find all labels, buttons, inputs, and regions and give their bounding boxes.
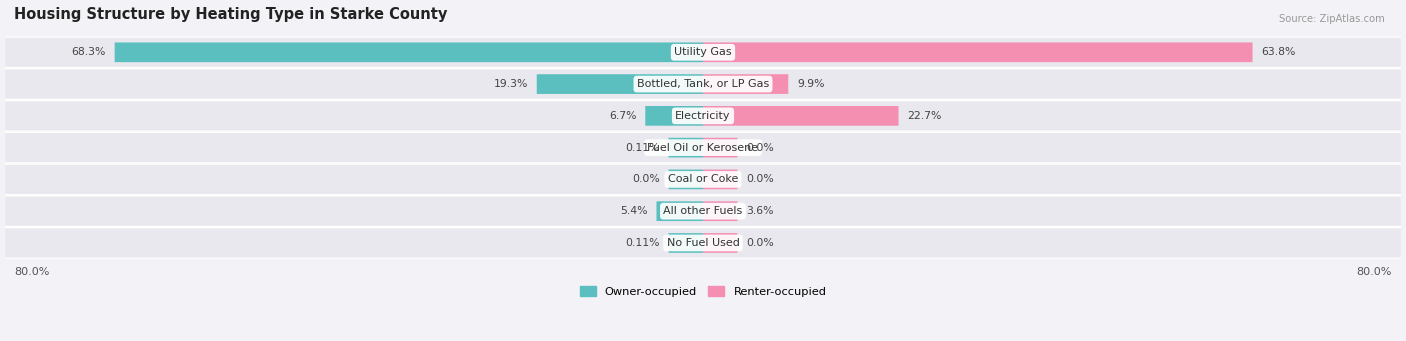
FancyBboxPatch shape: [6, 195, 1400, 227]
FancyBboxPatch shape: [703, 74, 789, 94]
FancyBboxPatch shape: [6, 164, 1400, 195]
FancyBboxPatch shape: [6, 133, 1400, 162]
Text: Electricity: Electricity: [675, 111, 731, 121]
Text: 0.11%: 0.11%: [626, 238, 659, 248]
Text: 3.6%: 3.6%: [747, 206, 773, 216]
Text: Coal or Coke: Coal or Coke: [668, 174, 738, 184]
FancyBboxPatch shape: [703, 42, 1253, 62]
FancyBboxPatch shape: [6, 165, 1400, 194]
FancyBboxPatch shape: [6, 132, 1400, 164]
Legend: Owner-occupied, Renter-occupied: Owner-occupied, Renter-occupied: [575, 282, 831, 302]
Text: 0.0%: 0.0%: [747, 174, 773, 184]
Text: 19.3%: 19.3%: [494, 79, 529, 89]
Text: 0.0%: 0.0%: [747, 143, 773, 153]
Text: 80.0%: 80.0%: [1357, 267, 1392, 277]
Text: All other Fuels: All other Fuels: [664, 206, 742, 216]
Text: Fuel Oil or Kerosene: Fuel Oil or Kerosene: [647, 143, 759, 153]
FancyBboxPatch shape: [6, 196, 1400, 226]
FancyBboxPatch shape: [703, 169, 738, 189]
Text: No Fuel Used: No Fuel Used: [666, 238, 740, 248]
FancyBboxPatch shape: [6, 100, 1400, 132]
FancyBboxPatch shape: [6, 68, 1400, 100]
FancyBboxPatch shape: [6, 70, 1400, 99]
Text: 9.9%: 9.9%: [797, 79, 824, 89]
FancyBboxPatch shape: [6, 36, 1400, 68]
FancyBboxPatch shape: [668, 138, 703, 158]
FancyBboxPatch shape: [115, 42, 703, 62]
FancyBboxPatch shape: [703, 106, 898, 126]
Text: 68.3%: 68.3%: [72, 47, 105, 57]
FancyBboxPatch shape: [668, 169, 703, 189]
FancyBboxPatch shape: [703, 233, 738, 253]
Text: Bottled, Tank, or LP Gas: Bottled, Tank, or LP Gas: [637, 79, 769, 89]
FancyBboxPatch shape: [6, 101, 1400, 131]
FancyBboxPatch shape: [657, 201, 703, 221]
Text: Utility Gas: Utility Gas: [675, 47, 731, 57]
Text: 0.0%: 0.0%: [633, 174, 659, 184]
FancyBboxPatch shape: [645, 106, 703, 126]
Text: 80.0%: 80.0%: [14, 267, 49, 277]
Text: 22.7%: 22.7%: [907, 111, 942, 121]
Text: Housing Structure by Heating Type in Starke County: Housing Structure by Heating Type in Sta…: [14, 7, 447, 22]
FancyBboxPatch shape: [668, 233, 703, 253]
Text: 6.7%: 6.7%: [609, 111, 637, 121]
Text: Source: ZipAtlas.com: Source: ZipAtlas.com: [1279, 14, 1385, 24]
FancyBboxPatch shape: [6, 38, 1400, 67]
FancyBboxPatch shape: [537, 74, 703, 94]
FancyBboxPatch shape: [6, 228, 1400, 257]
FancyBboxPatch shape: [703, 138, 738, 158]
FancyBboxPatch shape: [703, 201, 738, 221]
Text: 0.0%: 0.0%: [747, 238, 773, 248]
Text: 63.8%: 63.8%: [1261, 47, 1295, 57]
Text: 0.11%: 0.11%: [626, 143, 659, 153]
Text: 5.4%: 5.4%: [620, 206, 648, 216]
FancyBboxPatch shape: [6, 227, 1400, 259]
